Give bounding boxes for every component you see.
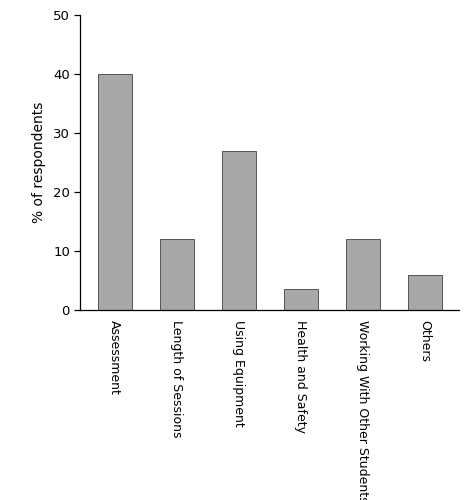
Bar xyxy=(408,274,442,310)
Bar xyxy=(97,74,131,310)
Bar xyxy=(346,239,380,310)
Bar xyxy=(221,150,256,310)
Bar xyxy=(159,239,193,310)
Bar xyxy=(283,290,318,310)
Y-axis label: % of respondents: % of respondents xyxy=(32,102,46,223)
